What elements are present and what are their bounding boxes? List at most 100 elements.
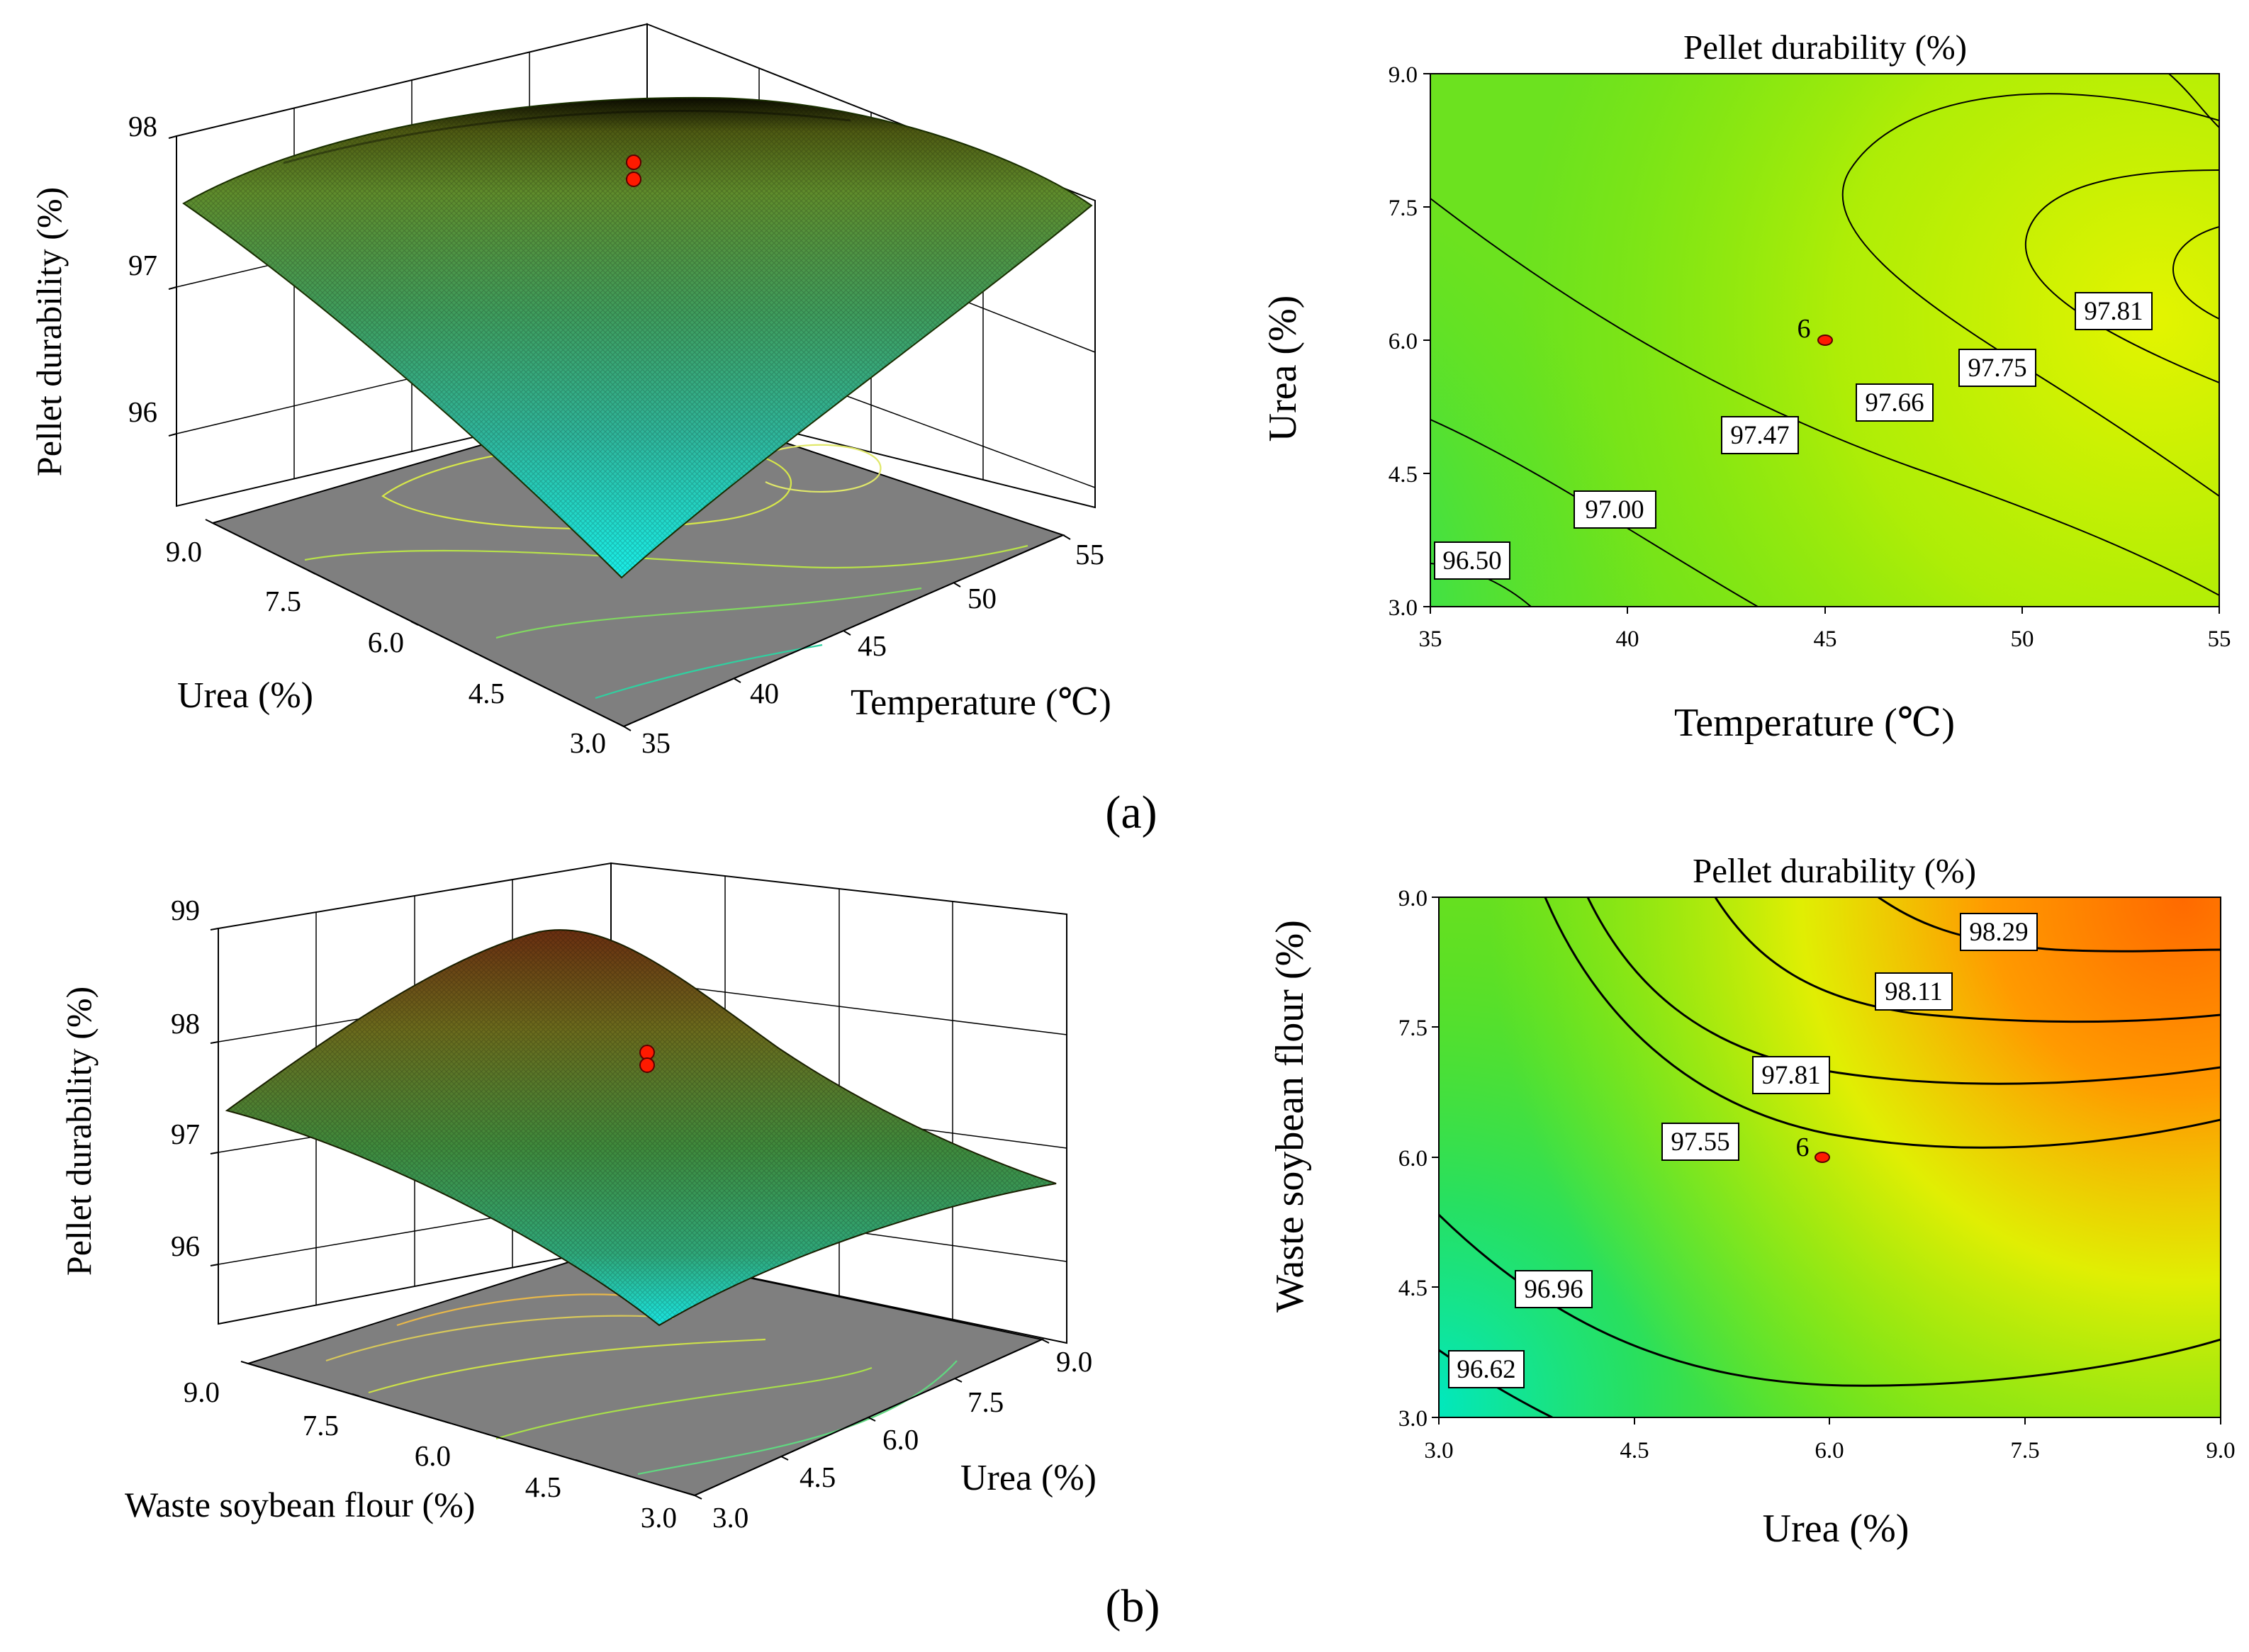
y-tick: 4.5 [1389,462,1418,488]
x-axis-title: Temperature (℃) [851,682,1111,723]
y-tick-labels: 9.0 7.5 6.0 4.5 3.0 [166,535,606,759]
design-point-label: 6 [1796,1133,1810,1162]
x-tick-labels: 35 40 45 50 55 [1419,626,2231,652]
x-tick-labels: 3.0 4.5 6.0 7.5 9.0 [712,1345,1092,1534]
x-tick: 6.0 [882,1423,919,1456]
floor-contours [325,1293,958,1476]
x-tick: 9.0 [2206,1438,2235,1463]
z-axis [210,928,219,1324]
contour-labels: 96.62 96.96 97.55 97.81 98.11 98.29 [1448,913,2038,1388]
x-tick: 40 [1616,626,1639,652]
x-tick: 35 [1419,626,1442,652]
y-tick: 7.5 [1389,196,1418,221]
design-point [626,154,641,170]
contour-label: 96.50 [1434,541,1510,580]
panel-a-contour: Pellet durability (%) 96.50 97.00 97.47 … [1261,28,2231,745]
chart-title: Pellet durability (%) [1683,28,1967,67]
x-tick: 7.5 [968,1386,1004,1418]
floor-axes [205,519,1071,731]
design-point [1817,335,1833,346]
x-tick: 55 [1075,538,1104,571]
response-surface [225,929,1057,1327]
z-axis-title: Pellet durability (%) [29,187,69,476]
z-tick: 96 [128,395,157,428]
y-axis-title: Urea (%) [1261,296,1305,442]
y-tick: 9.0 [184,1376,220,1408]
contour-label-text: 98.29 [1969,918,2028,947]
floor-contours [304,441,1028,699]
contour-label-text: 97.75 [1968,354,2026,383]
panel-b-caption: (b) [1106,1580,1160,1632]
y-tick: 7.5 [265,585,301,617]
axis-ticks [1423,73,2220,614]
y-tick-labels: 9.0 7.5 6.0 4.5 3.0 [1398,886,1428,1432]
panel-a-surface: 98 97 96 9.0 7.5 6.0 4.5 3.0 35 40 45 50… [29,23,1111,759]
y-tick: 9.0 [166,535,202,568]
contour-label-text: 96.96 [1524,1275,1583,1304]
x-tick: 50 [968,582,997,614]
contour-label: 97.47 [1721,416,1799,454]
x-tick: 50 [2011,626,2034,652]
contour-label: 97.75 [1958,349,2036,387]
x-tick: 40 [750,677,779,709]
design-point [626,172,641,187]
y-tick: 4.5 [469,677,505,709]
x-tick: 35 [641,726,671,759]
z-tick-labels: 98 97 96 [128,110,157,428]
y-tick: 3.0 [1398,1406,1428,1432]
panel-b-surface: 99 98 97 96 9.0 7.5 6.0 4.5 3.0 3.0 4.5 … [59,862,1097,1534]
x-tick-labels: 35 40 45 50 55 [641,538,1104,759]
y-tick: 3.0 [641,1501,677,1534]
contour-label: 97.81 [1752,1056,1830,1094]
z-tick: 99 [171,894,200,926]
y-tick: 6.0 [415,1439,451,1472]
y-tick-labels: 9.0 7.5 6.0 4.5 3.0 [184,1376,677,1534]
axis-ticks [1432,897,2221,1425]
x-axis-title: Temperature (℃) [1674,701,1955,745]
design-point [639,1057,655,1073]
y-axis-title: Urea (%) [177,675,313,716]
y-tick: 6.0 [1389,329,1418,354]
x-tick: 3.0 [1424,1438,1453,1463]
contour-label-text: 97.81 [1761,1061,1820,1090]
contour-label: 97.55 [1661,1123,1739,1161]
z-axis-title: Pellet durability (%) [59,987,99,1276]
contour-label: 96.96 [1515,1270,1593,1308]
contour-labels: 96.50 97.00 97.47 97.66 97.75 97.81 [1434,292,2153,580]
y-axis-title: Waste soybean flour (%) [1268,920,1312,1313]
contour-label-text: 96.62 [1457,1355,1515,1384]
z-tick: 98 [128,110,157,142]
contour-label: 97.66 [1856,383,1934,422]
contour-label-text: 96.50 [1442,546,1501,575]
x-tick: 55 [2208,626,2231,652]
x-tick: 9.0 [1056,1345,1092,1378]
z-tick: 98 [171,1007,200,1040]
x-axis-title: Urea (%) [960,1458,1097,1498]
contour-label-text: 97.47 [1730,421,1789,450]
y-tick: 3.0 [570,726,606,759]
y-tick: 4.5 [525,1471,561,1503]
contour-label-text: 97.66 [1865,388,1924,417]
x-tick: 45 [1814,626,1837,652]
y-tick: 9.0 [1389,62,1418,88]
design-point-label: 6 [1797,314,1811,344]
contour-label: 97.00 [1574,490,1656,529]
design-point [1815,1152,1830,1163]
y-axis-title: Waste soybean flour (%) [125,1485,475,1524]
x-tick: 3.0 [712,1501,748,1534]
x-tick: 4.5 [800,1461,836,1493]
contour-lines [1430,74,2219,607]
panel-a-caption: (a) [1105,787,1157,838]
x-tick-labels: 3.0 4.5 6.0 7.5 9.0 [1424,1438,2235,1463]
y-tick: 9.0 [1398,886,1428,911]
y-tick: 6.0 [368,626,404,658]
y-tick: 6.0 [1398,1146,1428,1171]
y-tick: 3.0 [1389,595,1418,621]
chart-title: Pellet durability (%) [1693,851,1976,890]
x-tick: 6.0 [1815,1438,1844,1463]
x-axis-title: Urea (%) [1763,1507,1909,1551]
contour-label-text: 98.11 [1885,977,1943,1006]
y-tick-labels: 9.0 7.5 6.0 4.5 3.0 [1389,62,1418,621]
panel-b-contour: Pellet durability (%) 96.62 96.96 97.55 … [1268,851,2236,1551]
